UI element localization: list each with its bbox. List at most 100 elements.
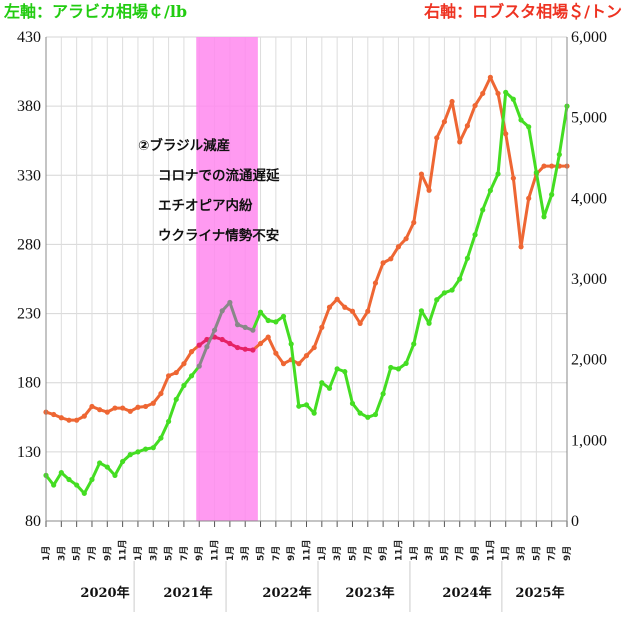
robusta-point: [104, 409, 110, 415]
arabica-point: [242, 324, 248, 330]
axes: 430 380 330 280 230 180 130 80 6,000 5,000 4,000 3,…: [17, 29, 607, 612]
robusta-point: [388, 256, 394, 262]
robusta-point: [349, 308, 356, 314]
month-label: 3月: [516, 546, 527, 561]
arabica-point: [81, 490, 87, 496]
robusta-point: [464, 123, 470, 129]
month-label: 11月: [118, 539, 129, 561]
month-label: 3月: [240, 546, 251, 561]
robusta-point: [334, 296, 340, 302]
robusta-segment: [159, 374, 171, 396]
right-tick-label: 2,000: [571, 352, 607, 369]
arabica-segment: [527, 125, 538, 175]
month-label: 1月: [133, 546, 144, 561]
arabica-segment: [550, 153, 561, 197]
robusta-point: [227, 340, 233, 347]
month-label: 7月: [271, 546, 282, 561]
robusta-point: [74, 417, 80, 423]
year-label: 2020年: [80, 585, 129, 601]
left-tick-label: 380: [17, 98, 41, 115]
robusta-point: [434, 135, 440, 141]
arabica-segment: [381, 366, 393, 396]
right-axis-title: 右軸：ロブスタ相場＄/トン: [424, 2, 622, 21]
robusta-point: [503, 131, 509, 137]
robusta-segment: [450, 100, 462, 144]
arabica-segment: [488, 172, 500, 192]
arabica-point: [449, 287, 455, 293]
arabica-segment: [557, 104, 569, 157]
arabica-point: [188, 373, 195, 379]
arabica-point: [503, 89, 509, 95]
arabica-segment: [174, 383, 186, 401]
robusta-point: [426, 187, 432, 193]
robusta-point: [472, 102, 478, 109]
arabica-point: [250, 327, 256, 333]
month-label: 9月: [470, 546, 481, 561]
robusta-segment: [412, 172, 423, 225]
robusta-point: [449, 98, 455, 105]
month-label: 11月: [393, 539, 404, 561]
month-label: 9月: [194, 546, 205, 561]
robusta-point: [510, 175, 516, 181]
right-tick-label: 0: [571, 513, 579, 530]
robusta-point: [526, 195, 532, 201]
arabica-point: [273, 319, 279, 325]
arabica-point: [326, 385, 333, 391]
robusta-point: [296, 361, 302, 367]
robusta-segment: [266, 335, 278, 355]
arabica-segment: [82, 478, 94, 495]
robusta-segment: [465, 104, 477, 128]
robusta-point: [66, 417, 72, 423]
year-label: 2024年: [442, 585, 491, 601]
robusta-segment: [435, 120, 446, 140]
arabica-point: [518, 117, 524, 123]
robusta-point: [242, 346, 248, 352]
arabica-point: [234, 322, 241, 328]
arabica-segment: [213, 309, 224, 332]
arabica-point: [441, 290, 448, 296]
arabica-segment: [228, 301, 240, 327]
robusta-segment: [427, 136, 439, 192]
arabica-point: [526, 124, 532, 130]
robusta-point: [97, 407, 103, 413]
arabica-point: [58, 470, 64, 476]
month-label: 11月: [210, 539, 221, 561]
month-label: 5月: [439, 546, 450, 561]
robusta-point: [303, 353, 310, 359]
month-label: 1月: [41, 546, 52, 561]
month-label: 5月: [164, 546, 175, 561]
robusta-segment: [458, 124, 469, 144]
annotation-line-3: エチオピア内紛: [158, 197, 253, 214]
annotation-line-1: ②ブラジル減産: [138, 137, 230, 154]
month-label: 5月: [347, 546, 358, 561]
robusta-point: [365, 308, 371, 314]
month-label: 3月: [424, 546, 435, 561]
arabica-point: [510, 96, 516, 102]
arabica-segment: [481, 188, 492, 212]
arabica-point: [418, 308, 425, 314]
robusta-point: [250, 347, 256, 353]
robusta-point: [173, 369, 179, 376]
arabica-segment: [511, 97, 523, 122]
robusta-point: [219, 336, 225, 343]
arabica-point: [165, 418, 172, 425]
grid: [45, 36, 568, 522]
robusta-point: [480, 90, 486, 97]
robusta-point: [487, 74, 493, 80]
right-tick-label: 5,000: [571, 110, 607, 127]
right-tick-label: 3,000: [571, 271, 607, 288]
month-label: 3月: [56, 546, 67, 561]
month-label: 9月: [286, 546, 297, 561]
robusta-point: [165, 373, 172, 379]
robusta-point: [81, 413, 87, 419]
left-axis-title: 左軸：アラビカ相場￠/lb: [3, 2, 187, 21]
arabica-segment: [327, 367, 339, 390]
arabica-point: [280, 313, 287, 319]
month-label: 7月: [179, 546, 190, 561]
month-label: 1月: [225, 546, 236, 561]
arabica-point: [403, 360, 409, 366]
robusta-segment: [320, 305, 331, 329]
robusta-segment: [373, 261, 385, 285]
arabica-point: [89, 476, 95, 483]
arabica-segment: [197, 345, 209, 368]
